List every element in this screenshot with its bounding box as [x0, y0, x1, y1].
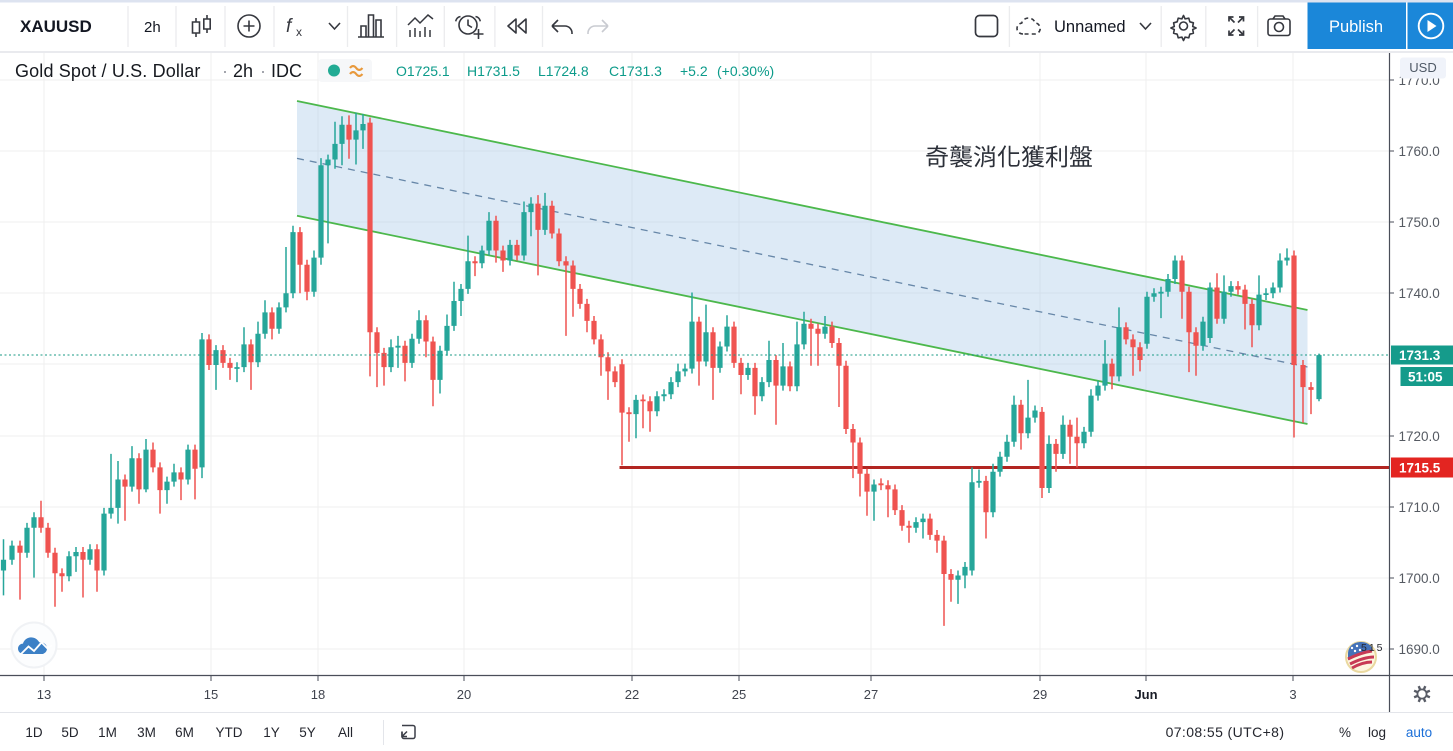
svg-text:1M: 1M: [98, 725, 117, 740]
svg-text:1Y: 1Y: [263, 725, 280, 740]
svg-text:1690.0: 1690.0: [1399, 642, 1440, 657]
svg-text:1750.0: 1750.0: [1399, 215, 1440, 230]
svg-text:(+0.30%): (+0.30%): [717, 63, 774, 79]
svg-text:YTD: YTD: [216, 725, 243, 740]
svg-text:1760.0: 1760.0: [1399, 144, 1440, 159]
svg-text:27: 27: [864, 687, 878, 702]
svg-text:20: 20: [457, 687, 471, 702]
svg-text:USD: USD: [1409, 60, 1436, 75]
svg-text:515: 515: [1361, 642, 1385, 654]
svg-text:O1725.1: O1725.1: [396, 63, 450, 79]
svg-text:auto: auto: [1406, 725, 1432, 740]
svg-text:5Y: 5Y: [299, 725, 316, 740]
svg-text:25: 25: [732, 687, 746, 702]
svg-text:3: 3: [1289, 687, 1296, 702]
svg-text:18: 18: [311, 687, 325, 702]
svg-text:Publish: Publish: [1329, 18, 1383, 36]
svg-text:·: ·: [222, 61, 228, 81]
svg-text:1720.0: 1720.0: [1399, 429, 1440, 444]
svg-text:1D: 1D: [25, 725, 43, 740]
svg-text:3M: 3M: [137, 725, 156, 740]
svg-text:1740.0: 1740.0: [1399, 286, 1440, 301]
svg-text:+5.2: +5.2: [680, 63, 708, 79]
svg-text:2h: 2h: [233, 61, 253, 81]
svg-text:1715.5: 1715.5: [1399, 461, 1441, 476]
svg-text:1700.0: 1700.0: [1399, 571, 1440, 586]
svg-text:Jun: Jun: [1134, 687, 1157, 702]
svg-text:51:05: 51:05: [1408, 370, 1443, 385]
svg-text:1710.0: 1710.0: [1399, 500, 1440, 515]
svg-text:29: 29: [1033, 687, 1047, 702]
svg-text:H1731.5: H1731.5: [467, 63, 520, 79]
svg-text:IDC: IDC: [271, 61, 302, 81]
svg-text:22: 22: [625, 687, 639, 702]
svg-text:Gold Spot / U.S. Dollar: Gold Spot / U.S. Dollar: [15, 61, 201, 81]
svg-text:·: ·: [260, 61, 266, 81]
svg-text:f: f: [286, 16, 293, 37]
svg-text:1731.3: 1731.3: [1399, 348, 1441, 363]
svg-text:All: All: [338, 725, 353, 740]
svg-text:13: 13: [37, 687, 51, 702]
svg-text:Unnamed: Unnamed: [1054, 18, 1126, 36]
svg-text:2h: 2h: [144, 19, 161, 36]
svg-text:15: 15: [204, 687, 218, 702]
svg-text:07:08:55 (UTC+8): 07:08:55 (UTC+8): [1166, 724, 1285, 740]
svg-text:5D: 5D: [61, 725, 79, 740]
svg-text:x: x: [296, 25, 302, 39]
svg-text:XAUUSD: XAUUSD: [20, 17, 92, 36]
svg-text:L1724.8: L1724.8: [538, 63, 589, 79]
svg-text:%: %: [1339, 725, 1351, 740]
svg-text:log: log: [1368, 725, 1386, 740]
svg-text:6M: 6M: [175, 725, 194, 740]
svg-text:C1731.3: C1731.3: [609, 63, 662, 79]
